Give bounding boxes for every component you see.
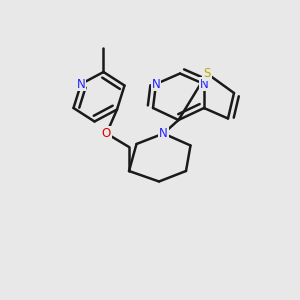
Text: S: S (203, 67, 211, 80)
Text: N: N (76, 77, 85, 91)
Text: N: N (152, 77, 160, 91)
Text: N: N (159, 127, 168, 140)
Text: N: N (200, 77, 208, 91)
Text: O: O (102, 127, 111, 140)
